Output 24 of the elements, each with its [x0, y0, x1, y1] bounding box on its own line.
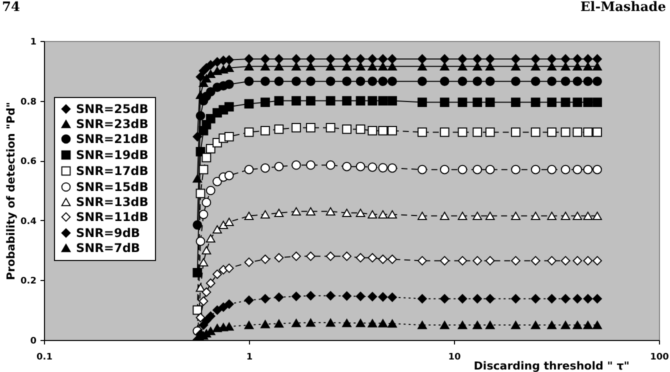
text: 74: [2, 0, 20, 16]
x-tick-label: 10: [448, 352, 461, 362]
legend-label: SNR=11dB: [76, 210, 148, 224]
legend-label: SNR=15dB: [76, 180, 148, 194]
legend-label: SNR=9dB: [76, 226, 140, 240]
legend-label: SNR=25dB: [76, 102, 148, 116]
x-axis-title: Discarding threshold " τ": [474, 360, 630, 372]
x-tick-label: 1: [246, 352, 253, 362]
x-tick-label: 0.1: [36, 352, 52, 362]
y-tick-label: 0.8: [20, 97, 36, 108]
y-tick-label: 1: [30, 38, 36, 48]
y-tick-label: 0.2: [20, 276, 36, 287]
legend-label: SNR=21dB: [76, 132, 148, 146]
legend-label: SNR=13dB: [76, 195, 148, 209]
y-tick-label: 0.4: [20, 216, 36, 227]
y-axis-title: Probability of detection "Pd": [4, 102, 18, 280]
legend-label: SNR=23dB: [76, 117, 148, 131]
legend-label: SNR=19dB: [76, 148, 148, 162]
legend-label: SNR=17dB: [76, 164, 148, 178]
x-tick-label: 100: [650, 352, 669, 362]
text: El-Mashade: [580, 0, 666, 16]
y-tick-label: 0: [30, 336, 36, 346]
y-tick-label: 0.6: [20, 157, 36, 168]
legend-label: SNR=7dB: [76, 241, 140, 255]
